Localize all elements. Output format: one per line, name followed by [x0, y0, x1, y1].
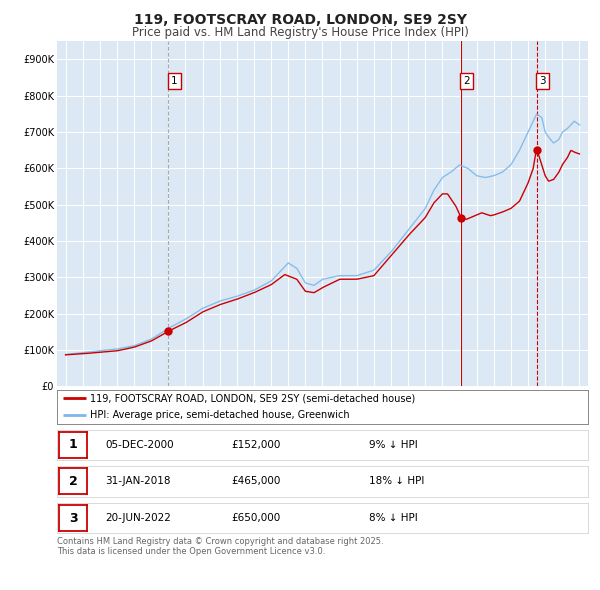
Text: 3: 3 [69, 512, 77, 525]
Text: 119, FOOTSCRAY ROAD, LONDON, SE9 2SY: 119, FOOTSCRAY ROAD, LONDON, SE9 2SY [133, 13, 467, 27]
Text: £650,000: £650,000 [231, 513, 280, 523]
Text: 9% ↓ HPI: 9% ↓ HPI [369, 440, 418, 450]
Text: 2: 2 [69, 475, 77, 488]
Text: 119, FOOTSCRAY ROAD, LONDON, SE9 2SY (semi-detached house): 119, FOOTSCRAY ROAD, LONDON, SE9 2SY (se… [91, 394, 416, 404]
Text: Contains HM Land Registry data © Crown copyright and database right 2025.
This d: Contains HM Land Registry data © Crown c… [57, 537, 383, 556]
Text: 05-DEC-2000: 05-DEC-2000 [105, 440, 173, 450]
Text: 18% ↓ HPI: 18% ↓ HPI [369, 477, 424, 486]
Text: Price paid vs. HM Land Registry's House Price Index (HPI): Price paid vs. HM Land Registry's House … [131, 26, 469, 39]
Text: 20-JUN-2022: 20-JUN-2022 [105, 513, 171, 523]
Text: HPI: Average price, semi-detached house, Greenwich: HPI: Average price, semi-detached house,… [91, 410, 350, 420]
Text: 2: 2 [463, 76, 470, 86]
Text: 8% ↓ HPI: 8% ↓ HPI [369, 513, 418, 523]
Text: 31-JAN-2018: 31-JAN-2018 [105, 477, 170, 486]
Text: £152,000: £152,000 [231, 440, 280, 450]
Text: 1: 1 [69, 438, 77, 451]
Text: 3: 3 [539, 76, 546, 86]
Text: 1: 1 [171, 76, 178, 86]
Text: £465,000: £465,000 [231, 477, 280, 486]
